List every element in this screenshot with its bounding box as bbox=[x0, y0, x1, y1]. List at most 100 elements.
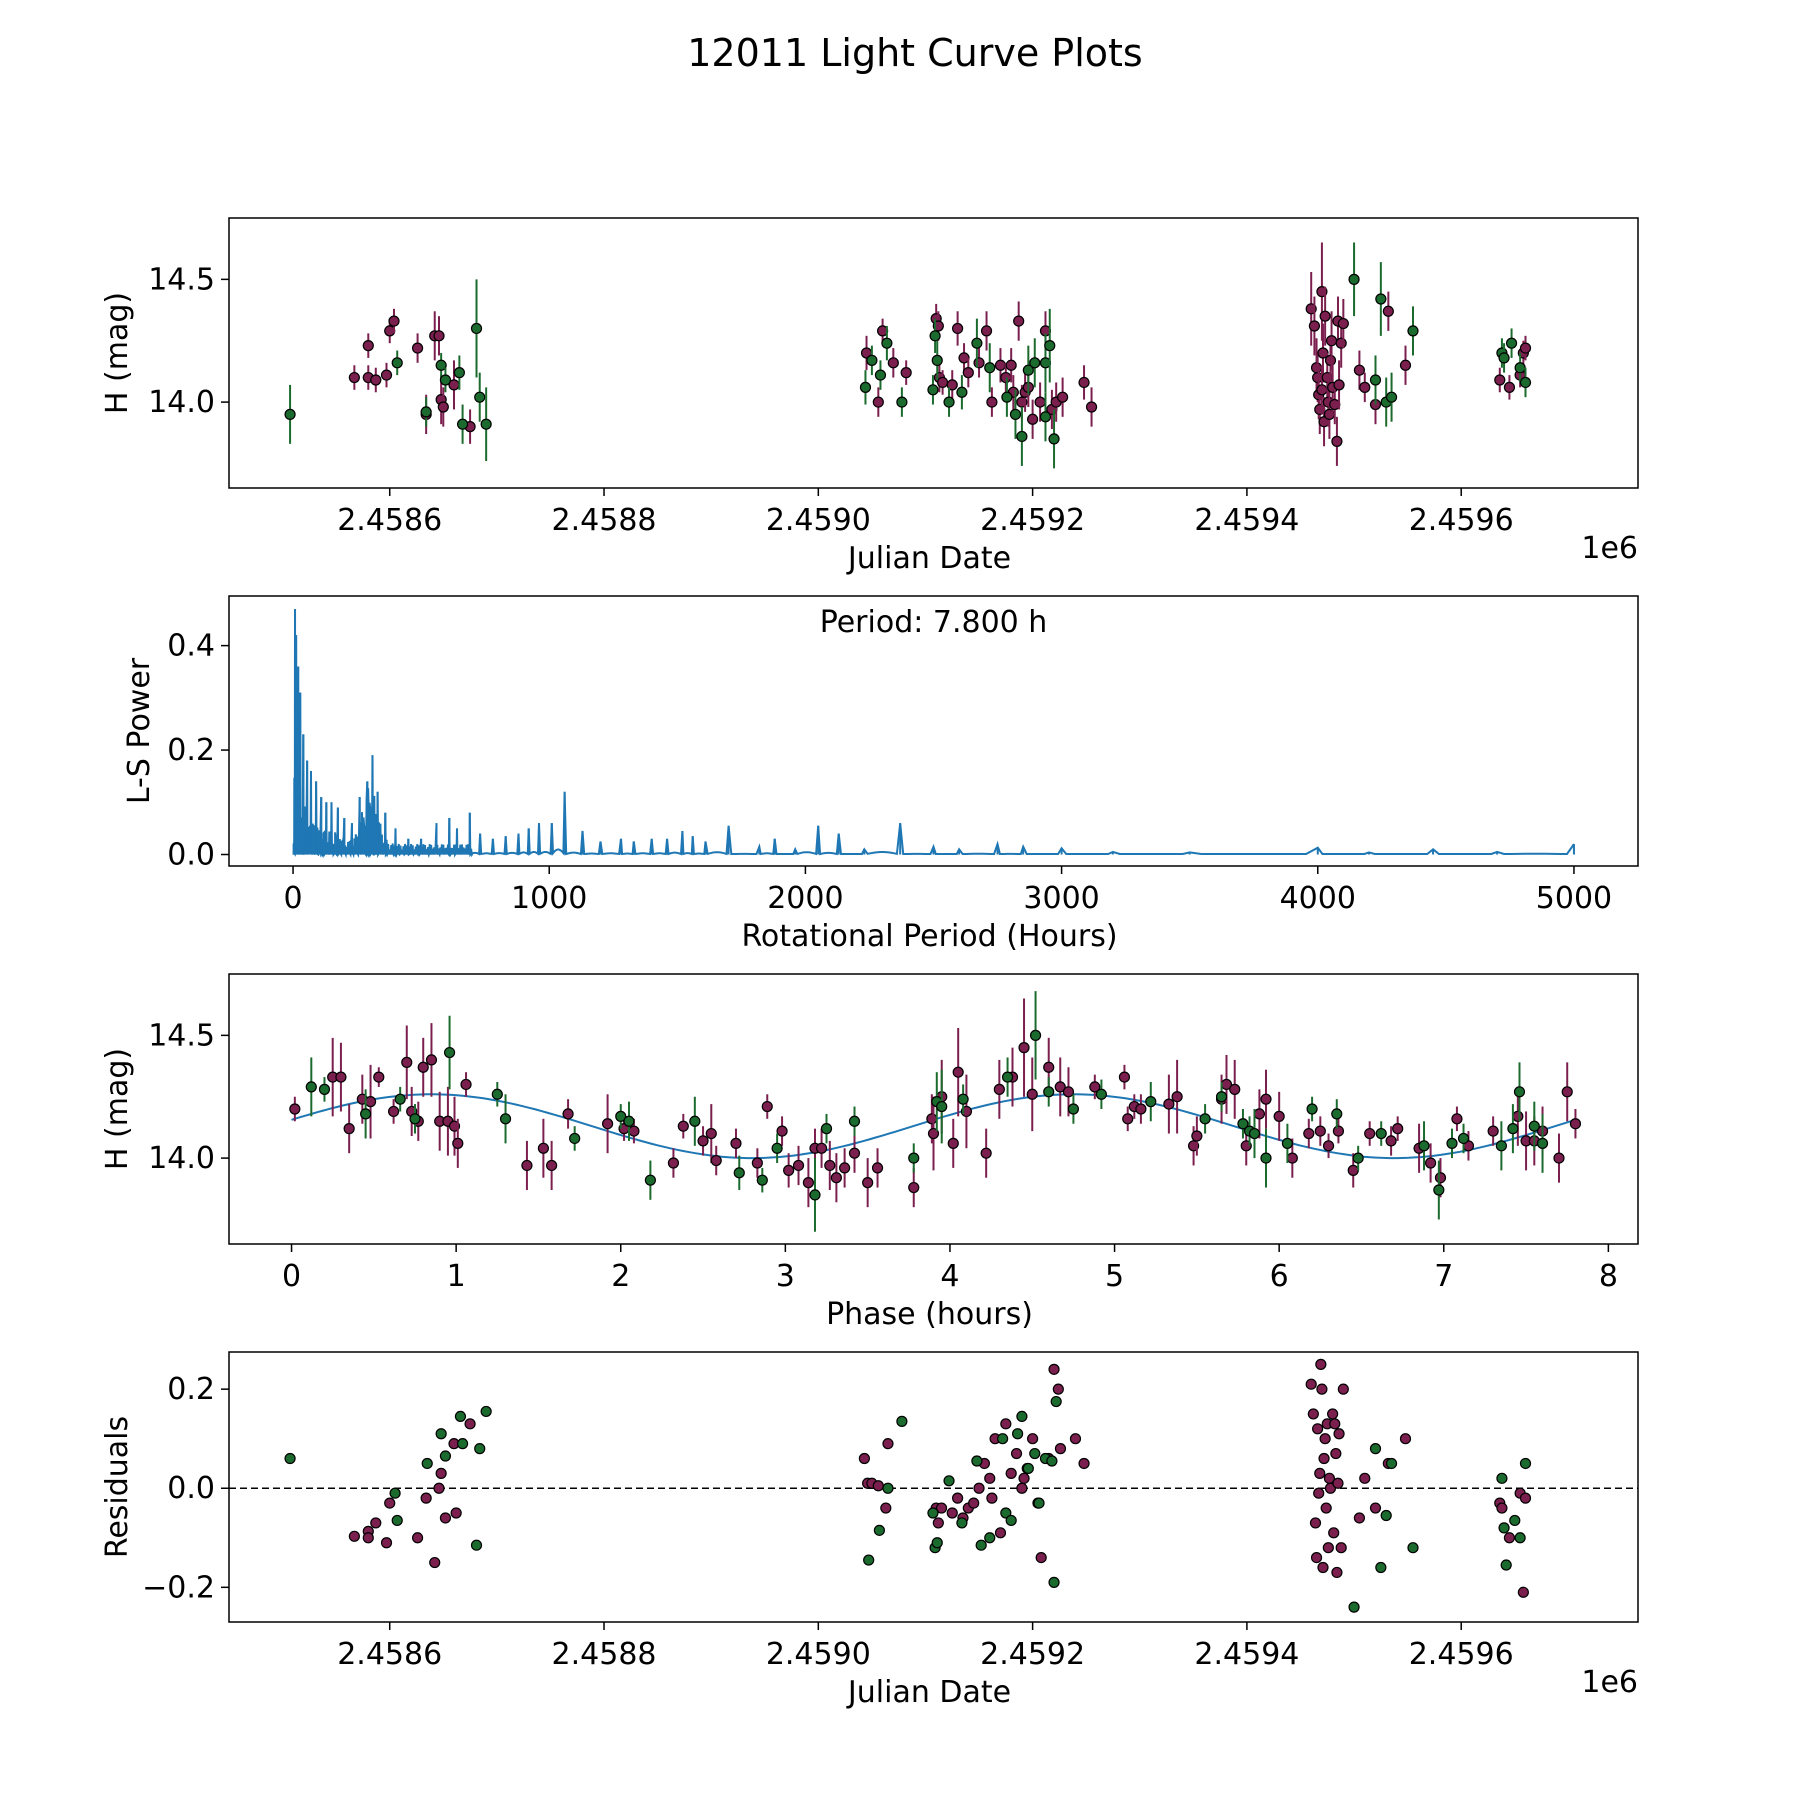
data-point-green bbox=[1030, 1449, 1040, 1459]
period-annotation: Period: 7.800 h bbox=[820, 605, 1048, 640]
data-point-green bbox=[937, 1102, 947, 1112]
data-point-green bbox=[1023, 1463, 1033, 1473]
data-point-magenta bbox=[1019, 1473, 1029, 1483]
data-point-magenta bbox=[1520, 343, 1530, 353]
x-tick-label: 2.4592 bbox=[980, 503, 1085, 538]
data-point-green bbox=[1049, 1577, 1059, 1587]
data-point-green bbox=[1520, 1458, 1530, 1468]
x-tick-label: 5000 bbox=[1536, 881, 1612, 916]
data-point-green bbox=[976, 1540, 986, 1550]
data-point-magenta bbox=[974, 358, 984, 368]
data-point-magenta bbox=[873, 1481, 883, 1491]
data-point-green bbox=[1017, 431, 1027, 441]
data-point-magenta bbox=[349, 1531, 359, 1541]
data-point-green bbox=[1332, 1109, 1342, 1119]
data-point-magenta bbox=[1333, 1126, 1343, 1136]
data-point-magenta bbox=[963, 368, 973, 378]
x-tick-label: 2 bbox=[611, 1259, 630, 1294]
data-point-green bbox=[928, 385, 938, 395]
data-point-magenta bbox=[1317, 385, 1327, 395]
data-point-magenta bbox=[947, 1508, 957, 1518]
data-point-magenta bbox=[402, 1057, 412, 1067]
data-point-green bbox=[957, 387, 967, 397]
data-point-magenta bbox=[363, 341, 373, 351]
data-point-green bbox=[757, 1175, 767, 1185]
data-point-magenta bbox=[1312, 363, 1322, 373]
data-point-green bbox=[1261, 1153, 1271, 1163]
data-point-green bbox=[455, 1411, 465, 1421]
data-point-magenta bbox=[1383, 306, 1393, 316]
data-point-green bbox=[1381, 1510, 1391, 1520]
data-point-green bbox=[864, 1555, 874, 1565]
data-point-magenta bbox=[1435, 1173, 1445, 1183]
data-point-magenta bbox=[987, 1493, 997, 1503]
data-point-magenta bbox=[969, 1498, 979, 1508]
data-point-green bbox=[1031, 1030, 1041, 1040]
data-point-magenta bbox=[1488, 1126, 1498, 1136]
data-point-magenta bbox=[538, 1143, 548, 1153]
data-point-green bbox=[1510, 1515, 1520, 1525]
data-point-magenta bbox=[1333, 1478, 1343, 1488]
data-point-green bbox=[1447, 1138, 1457, 1148]
x-tick-label: 2.4586 bbox=[337, 1637, 442, 1672]
data-point-magenta bbox=[1049, 1364, 1059, 1374]
data-point-magenta bbox=[1001, 373, 1011, 383]
data-point-magenta bbox=[901, 368, 911, 378]
data-point-green bbox=[422, 1458, 432, 1468]
data-point-magenta bbox=[1079, 377, 1089, 387]
data-point-green bbox=[440, 375, 450, 385]
x-tick-label: 1000 bbox=[511, 881, 587, 916]
x-tick-label: 4 bbox=[940, 1259, 959, 1294]
data-point-green bbox=[361, 1109, 371, 1119]
data-point-magenta bbox=[777, 1126, 787, 1136]
x-tick-label: 6 bbox=[1270, 1259, 1289, 1294]
x-tick-label: 2.4588 bbox=[552, 503, 657, 538]
data-point-magenta bbox=[1334, 1429, 1344, 1439]
y-tick-label: 0.2 bbox=[167, 733, 215, 768]
data-point-green bbox=[690, 1116, 700, 1126]
data-point-magenta bbox=[817, 1143, 827, 1153]
x-tick-label: 2.4588 bbox=[552, 1637, 657, 1672]
data-point-magenta bbox=[706, 1129, 716, 1139]
data-point-magenta bbox=[1518, 1587, 1528, 1597]
data-point-green bbox=[1459, 1133, 1469, 1143]
x-axis-label: Phase (hours) bbox=[826, 1297, 1033, 1332]
data-point-magenta bbox=[1319, 1454, 1329, 1464]
y-axis-label: H (mag) bbox=[100, 1048, 135, 1170]
x-tick-label: 3000 bbox=[1023, 881, 1099, 916]
data-point-green bbox=[930, 331, 940, 341]
data-point-green bbox=[475, 1444, 485, 1454]
data-point-magenta bbox=[1123, 1114, 1133, 1124]
x-tick-label: 5 bbox=[1105, 1259, 1124, 1294]
data-point-magenta bbox=[421, 1493, 431, 1503]
data-point-magenta bbox=[840, 1163, 850, 1173]
data-point-green bbox=[1507, 338, 1517, 348]
data-point-green bbox=[998, 1434, 1008, 1444]
data-point-magenta bbox=[953, 1493, 963, 1503]
data-point-green bbox=[958, 1094, 968, 1104]
data-point-green bbox=[1520, 377, 1530, 387]
data-point-magenta bbox=[1334, 380, 1344, 390]
data-point-green bbox=[1538, 1138, 1548, 1148]
data-point-green bbox=[1249, 1129, 1259, 1139]
data-point-magenta bbox=[953, 323, 963, 333]
data-point-green bbox=[1002, 392, 1012, 402]
data-point-green bbox=[1006, 1515, 1016, 1525]
x-tick-label: 0 bbox=[283, 881, 302, 916]
data-point-green bbox=[860, 382, 870, 392]
data-point-magenta bbox=[731, 1138, 741, 1148]
data-point-green bbox=[492, 1089, 502, 1099]
data-point-green bbox=[1496, 1141, 1506, 1151]
data-point-magenta bbox=[1014, 316, 1024, 326]
data-point-magenta bbox=[1426, 1158, 1436, 1168]
data-point-magenta bbox=[1136, 1104, 1146, 1114]
data-point-magenta bbox=[1400, 1434, 1410, 1444]
data-point-green bbox=[436, 1429, 446, 1439]
data-point-green bbox=[985, 363, 995, 373]
data-point-magenta bbox=[982, 326, 992, 336]
data-point-magenta bbox=[426, 1055, 436, 1065]
data-point-magenta bbox=[1019, 1043, 1029, 1053]
data-point-green bbox=[1387, 392, 1397, 402]
x-tick-label: 2.4590 bbox=[766, 503, 871, 538]
data-point-magenta bbox=[1323, 1543, 1333, 1553]
